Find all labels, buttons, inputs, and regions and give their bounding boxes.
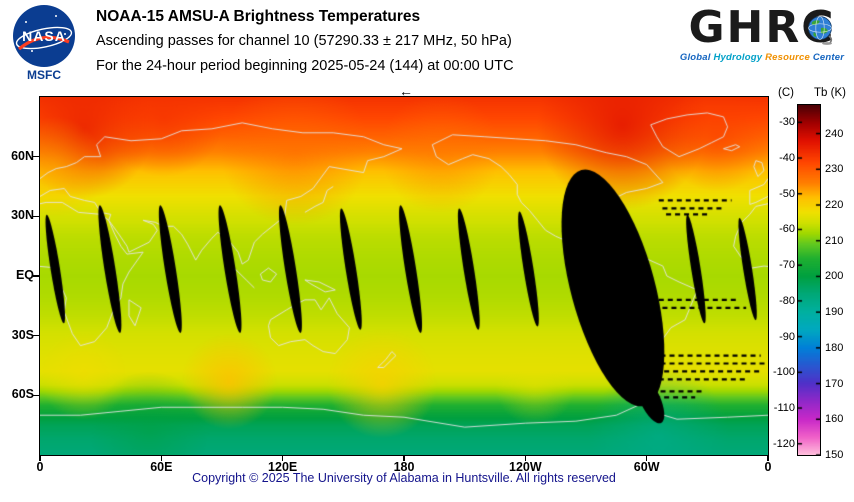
copyright-notice: Copyright © 2025 The University of Alaba… [192, 471, 616, 485]
ghrc-tagline-word: Center [810, 52, 845, 64]
ghrc-wordmark: GHRC [688, 2, 835, 53]
page-subtitle-channel: Ascending passes for channel 10 (57290.3… [96, 33, 512, 49]
colorbar-label-celsius: -30 [779, 116, 795, 129]
x-axis-tick [160, 456, 163, 461]
svg-text:NASA: NASA [22, 28, 66, 44]
y-axis-tick [33, 155, 39, 158]
ghrc-tagline-word: Hydrology [710, 52, 763, 64]
y-axis-tick [33, 275, 39, 277]
colorbar-label-kelvin: 220 [825, 199, 844, 211]
colorbar-label-kelvin: 230 [825, 163, 844, 176]
colorbar-label-celsius: -60 [779, 223, 795, 236]
y-axis-tick [33, 394, 39, 397]
x-axis-tick [39, 456, 41, 461]
colorbar-label-kelvin: 190 [825, 306, 844, 319]
brightness-temperature-map [39, 96, 769, 456]
page-title: NOAA-15 AMSU-A Brightness Temperatures [96, 8, 421, 25]
colorbar-label-celsius: -100 [772, 366, 795, 379]
colorbar-header-celsius: (C) [778, 87, 794, 99]
colorbar-header-kelvin: Tb (K) [814, 87, 846, 99]
colorbar [797, 104, 821, 456]
x-axis-tick [645, 456, 648, 461]
colorbar-label-celsius: -120 [772, 437, 795, 450]
colorbar-label-kelvin: 170 [825, 377, 844, 390]
colorbar-label-celsius: -110 [773, 402, 795, 415]
x-axis-tick [281, 456, 284, 461]
colorbar-label-kelvin: 200 [825, 270, 844, 283]
x-axis-tick [767, 456, 769, 461]
colorbar-label-kelvin: 150 [825, 449, 844, 461]
globe-icon [807, 16, 832, 45]
y-axis-label: 60S [11, 387, 34, 402]
ghrc-letters: GHR [688, 2, 802, 53]
x-axis-label: 0 [764, 460, 772, 474]
page-subtitle-period: For the 24-hour period beginning 2025-05… [96, 58, 514, 74]
msfc-label: MSFC [27, 68, 61, 82]
x-axis-tick [524, 456, 527, 461]
y-axis-tick [33, 334, 39, 337]
colorbar-label-kelvin: 240 [825, 127, 844, 140]
colorbar-label-celsius: -50 [779, 187, 795, 200]
x-axis-label: 120E [268, 460, 298, 474]
x-axis-tick [403, 456, 405, 461]
colorbar-label-celsius: -90 [779, 330, 795, 343]
ghrc-tagline: Global Hydrology Resource Center [676, 52, 848, 63]
y-axis-label: 30S [11, 327, 34, 342]
colorbar-label-kelvin: 160 [825, 413, 844, 426]
y-axis-label: 60N [11, 148, 34, 163]
ghrc-tagline-word: Global [679, 52, 711, 64]
ghrc-logo: GHRC Global Hydrology Resource Center [676, 2, 848, 63]
nasa-logo: NASA [12, 4, 76, 68]
nasa-meatball-icon: NASA [13, 5, 75, 67]
pass-start-arrow-marker: ← [399, 83, 413, 99]
x-axis-label: 0 [36, 460, 44, 474]
x-axis-label: 180 [393, 460, 415, 474]
colorbar-label-kelvin: 180 [825, 341, 844, 354]
y-axis-label: 30N [11, 208, 34, 223]
y-axis-label: EQ [15, 268, 34, 282]
x-axis-label: 60W [633, 460, 660, 474]
colorbar-label-kelvin: 210 [825, 234, 844, 247]
colorbar-label-celsius: -70 [779, 259, 795, 272]
colorbar-label-celsius: -80 [779, 294, 795, 307]
x-axis-label: 120W [509, 460, 542, 474]
ghrc-tagline-word: Resource [762, 52, 810, 64]
x-axis-label: 60E [150, 460, 173, 474]
colorbar-label-celsius: -40 [779, 152, 795, 165]
y-axis-tick [33, 215, 39, 218]
